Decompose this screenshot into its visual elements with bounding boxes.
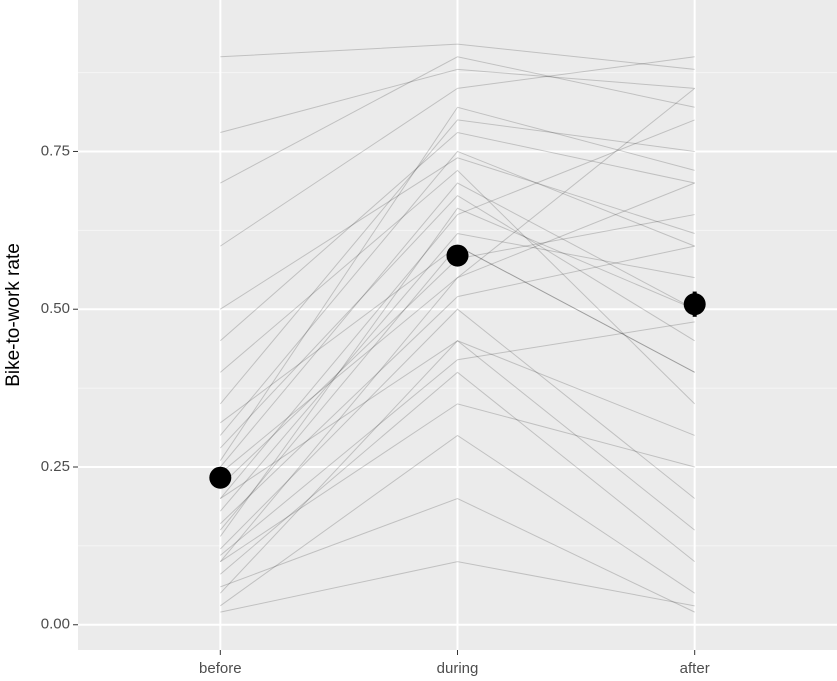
individual-line — [220, 56, 695, 184]
individual-line — [219, 340, 695, 594]
y-axis-label: Bike-to-work rate — [3, 243, 24, 387]
individual-line — [219, 150, 695, 436]
individual-line — [219, 131, 695, 342]
individual-line — [219, 119, 695, 499]
individual-line — [219, 119, 695, 405]
y-tick-label: 0.75 — [41, 142, 70, 159]
individual-line — [220, 68, 695, 134]
individual-line — [219, 308, 695, 550]
individual-line — [220, 434, 695, 607]
x-tick-label: after — [680, 660, 710, 677]
individual-line — [220, 403, 695, 563]
individual-line — [219, 371, 695, 575]
individual-line — [220, 340, 695, 531]
y-tick-label: 0.25 — [41, 458, 70, 475]
individual-line — [220, 561, 695, 613]
individual-line — [220, 43, 695, 70]
individual-line — [220, 157, 695, 310]
individual-line — [219, 232, 695, 512]
individual-line — [219, 182, 695, 562]
mean-point — [209, 466, 232, 489]
individual-line — [220, 498, 695, 613]
y-tick-label: 0.00 — [41, 616, 70, 633]
x-tick-label: during — [437, 660, 479, 677]
individual-line — [220, 56, 695, 247]
individual-line — [219, 321, 695, 556]
individual-line — [219, 245, 695, 525]
individual-line — [219, 182, 695, 468]
individual-line — [219, 169, 696, 405]
x-tick-label: before — [199, 660, 242, 677]
individual-line — [219, 106, 695, 461]
y-tick-label: 0.50 — [41, 300, 70, 317]
individual-line — [219, 194, 695, 449]
mean-point — [446, 244, 469, 267]
individual-line — [219, 207, 695, 537]
individual-line — [219, 87, 695, 474]
mean-point — [683, 293, 706, 316]
